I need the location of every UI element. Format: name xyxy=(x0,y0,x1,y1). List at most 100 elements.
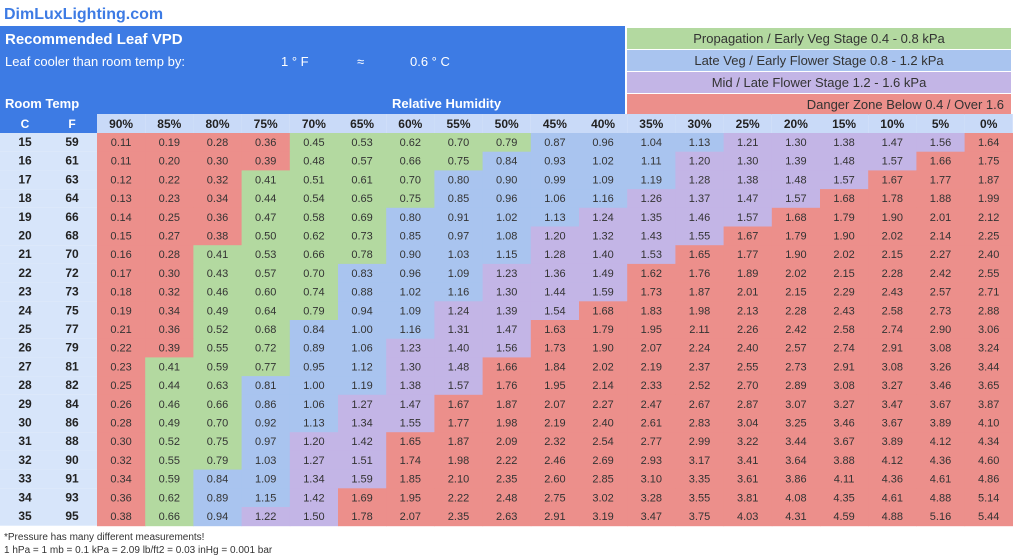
vpd-cell xyxy=(723,338,773,358)
vpd-cell xyxy=(97,282,146,302)
vpd-value: 2.75 xyxy=(544,492,565,504)
vpd-cell xyxy=(97,320,146,340)
temp-row-bg xyxy=(0,338,97,358)
vpd-value: 0.66 xyxy=(303,249,324,261)
vpd-value: 1.55 xyxy=(689,231,710,243)
temp-row-bg xyxy=(0,357,97,377)
vpd-cell xyxy=(434,320,484,340)
vpd-value: 0.12 xyxy=(110,174,131,186)
vpd-value: 1.77 xyxy=(737,249,758,261)
vpd-value: 3.47 xyxy=(641,511,662,523)
vpd-value: 1.02 xyxy=(592,156,613,168)
vpd-value: 1.24 xyxy=(592,212,613,224)
vpd-value: 0.23 xyxy=(110,361,131,373)
vpd-cell xyxy=(964,301,1013,321)
vpd-cell xyxy=(579,507,628,527)
vpd-cell xyxy=(675,450,725,471)
vpd-cell xyxy=(723,507,773,527)
vpd-cell xyxy=(145,151,194,171)
vpd-cell xyxy=(771,301,821,321)
vpd-value: 1.31 xyxy=(448,324,469,336)
temp-row-bg xyxy=(0,301,97,320)
vpd-cell xyxy=(675,207,725,227)
vpd-cell xyxy=(338,450,387,471)
vpd-cell xyxy=(916,357,966,377)
vpd-cell xyxy=(434,507,484,527)
vpd-cell xyxy=(193,320,243,340)
vpd-value: 1.27 xyxy=(303,455,324,467)
vpd-cell xyxy=(916,189,966,209)
vpd-value: 1.02 xyxy=(496,212,517,224)
vpd-value: 1.47 xyxy=(400,399,421,411)
vpd-cell xyxy=(338,245,387,265)
vpd-value: 0.97 xyxy=(255,436,276,448)
vpd-value: 1.16 xyxy=(592,193,613,205)
vpd-value: 2.91 xyxy=(833,361,854,373)
vpd-cell xyxy=(964,320,1013,340)
vpd-cell xyxy=(868,189,917,209)
vpd-value: 2.91 xyxy=(882,343,903,355)
vpd-value: 0.13 xyxy=(110,193,131,205)
vpd-value: 2.15 xyxy=(785,287,806,299)
vpd-value: 0.84 xyxy=(496,156,517,168)
vpd-cell xyxy=(241,151,291,171)
vpd-cell xyxy=(241,301,291,321)
vpd-value: 2.85 xyxy=(592,474,613,486)
vpd-cell xyxy=(482,189,532,209)
vpd-cell xyxy=(145,376,194,396)
vpd-cell xyxy=(771,245,821,265)
vpd-cell xyxy=(338,394,387,414)
vpd-cell xyxy=(868,170,917,190)
legend-label-propagation: Propagation / Early Veg Stage 0.4 - 0.8 … xyxy=(693,31,945,46)
vpd-value: 0.85 xyxy=(400,231,421,243)
vpd-cell xyxy=(868,338,917,358)
vpd-value: 1.56 xyxy=(930,137,951,149)
vpd-value: 3.27 xyxy=(833,399,854,411)
vpd-value: 2.02 xyxy=(882,231,903,243)
vpd-value: 0.77 xyxy=(255,361,276,373)
vpd-cell xyxy=(193,301,243,321)
vpd-value: 3.47 xyxy=(882,399,903,411)
vpd-cell xyxy=(241,338,291,358)
vpd-cell xyxy=(530,170,580,190)
rh-header-label: 15% xyxy=(832,117,856,131)
vpd-cell xyxy=(241,189,291,209)
vpd-value: 3.17 xyxy=(689,455,710,467)
vpd-value: 2.25 xyxy=(978,231,999,243)
vpd-cell xyxy=(241,263,291,284)
vpd-cell xyxy=(627,207,676,227)
vpd-value: 1.32 xyxy=(592,231,613,243)
vpd-value: 0.49 xyxy=(207,305,228,317)
vpd-cell xyxy=(386,170,435,190)
vpd-cell xyxy=(386,469,435,489)
temp-row-bg xyxy=(0,469,97,489)
vpd-cell xyxy=(723,469,773,489)
vpd-cell xyxy=(723,189,773,209)
vpd-value: 2.52 xyxy=(689,380,710,392)
vpd-value: 1.28 xyxy=(544,249,565,261)
temp-f-label: 84 xyxy=(65,397,79,411)
vpd-cell xyxy=(289,226,339,246)
vpd-cell xyxy=(771,394,821,414)
vpd-value: 1.78 xyxy=(882,193,903,205)
vpd-cell xyxy=(675,413,725,433)
temp-c-label: 17 xyxy=(18,172,32,186)
vpd-value: 1.43 xyxy=(641,231,662,243)
vpd-value: 4.88 xyxy=(882,511,903,523)
vpd-cells: 0.11 0.19 0.28 0.36 0.45 0.53 0.62 0.70 0.79 0.87… xyxy=(97,133,1013,527)
vpd-value: 2.43 xyxy=(833,305,854,317)
vpd-cell xyxy=(338,151,387,171)
vpd-value: 0.50 xyxy=(255,231,276,243)
vpd-value: 1.90 xyxy=(785,249,806,261)
vpd-cell xyxy=(723,413,773,433)
vpd-cell xyxy=(434,282,484,302)
vpd-cell xyxy=(289,338,339,358)
vpd-cell xyxy=(868,450,917,471)
vpd-cell xyxy=(868,207,917,227)
vpd-cell xyxy=(579,207,628,227)
vpd-cell xyxy=(723,450,773,471)
vpd-value: 1.77 xyxy=(448,418,469,430)
vpd-cell xyxy=(916,282,966,302)
vpd-cell xyxy=(627,151,676,171)
vpd-cell xyxy=(868,282,917,302)
